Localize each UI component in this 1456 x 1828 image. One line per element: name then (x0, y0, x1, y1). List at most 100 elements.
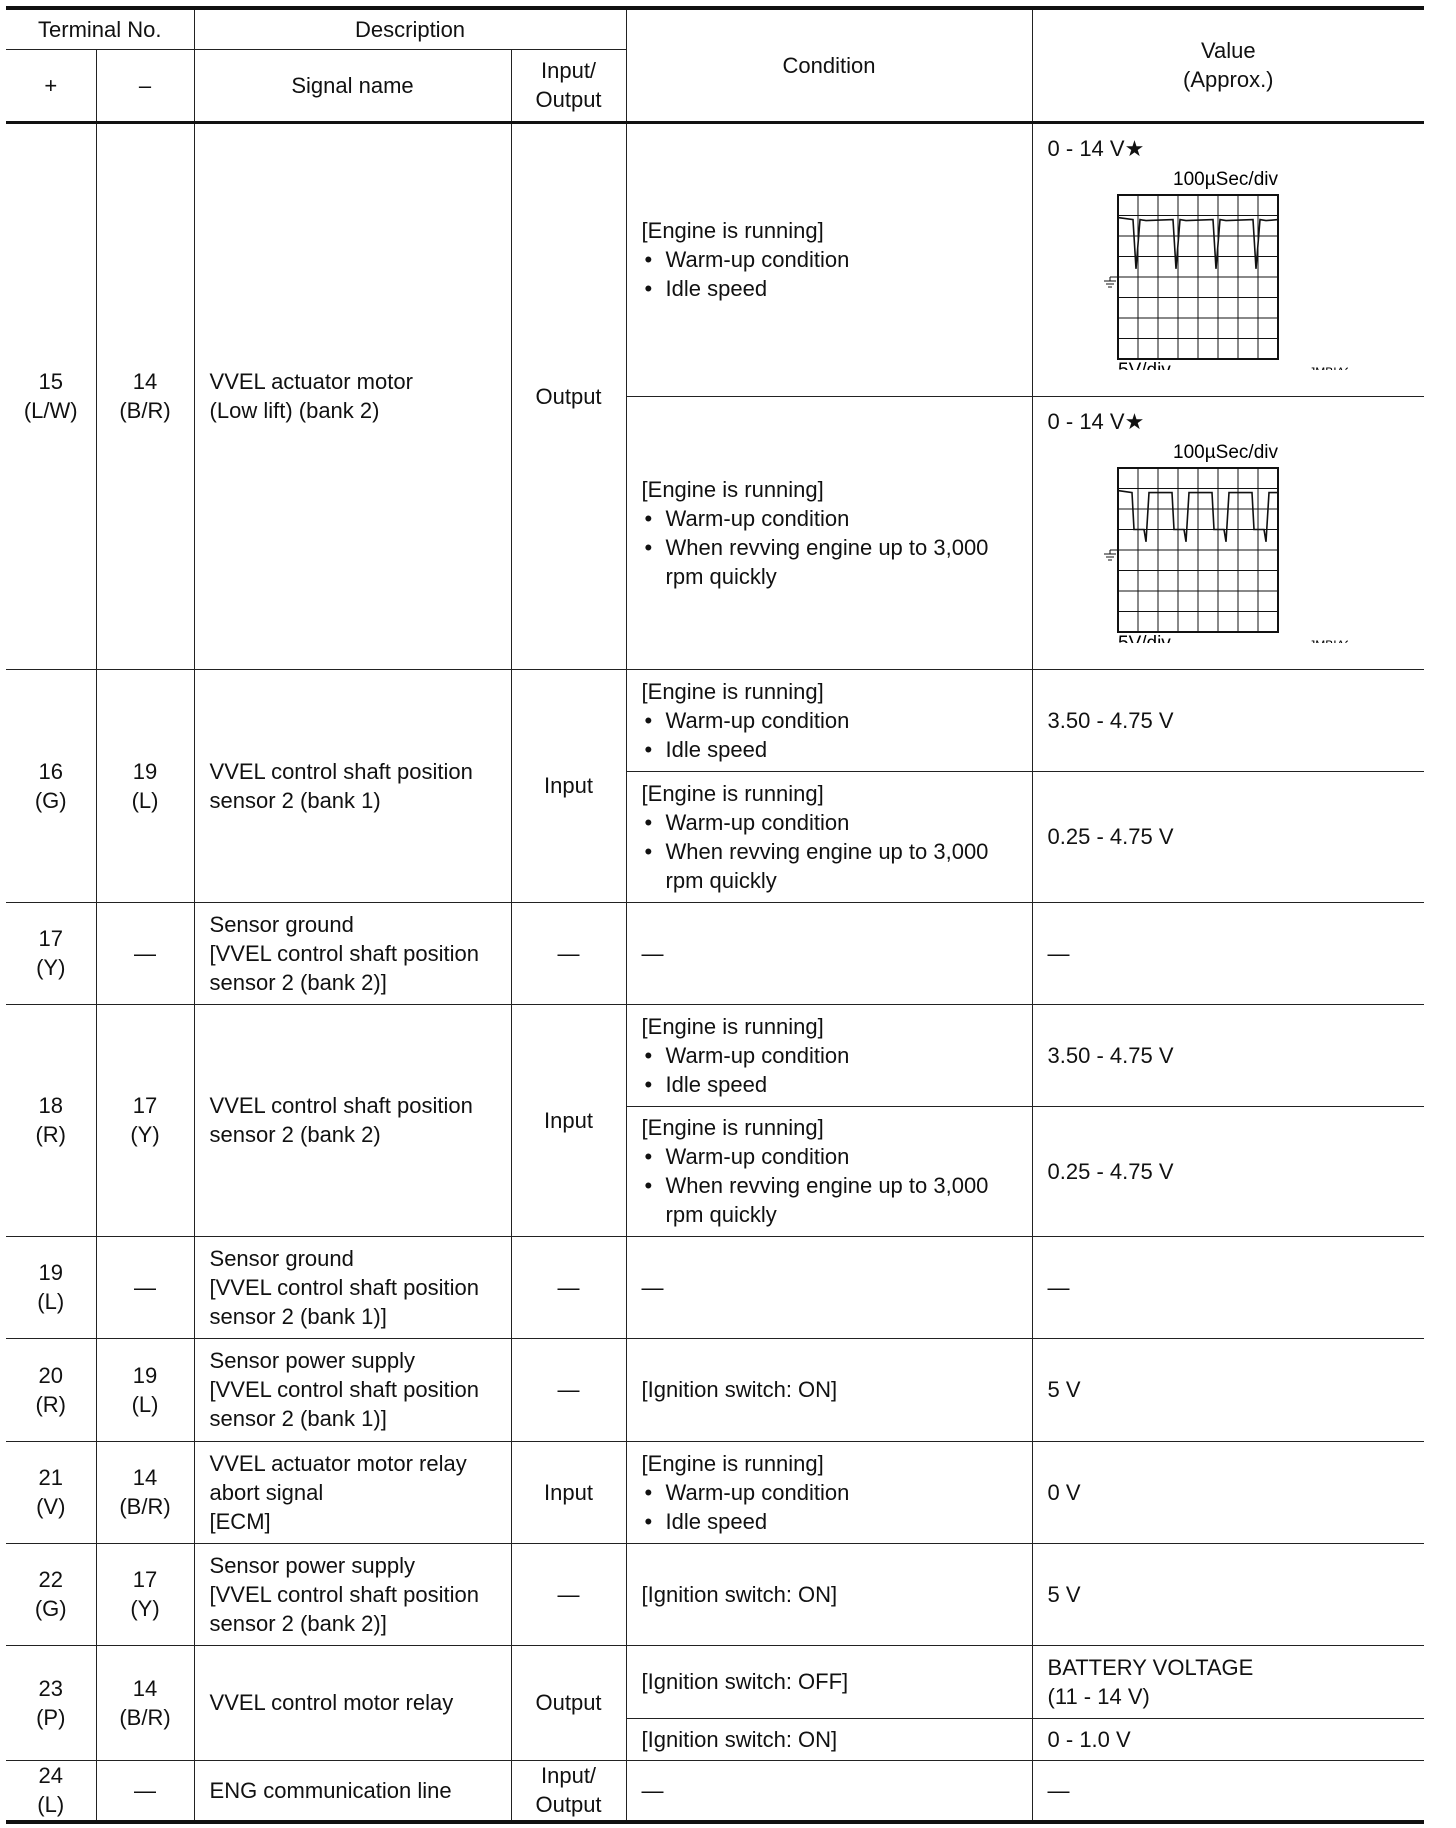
condition: [Engine is running]Warm-up conditionWhen… (626, 770, 1033, 903)
value: 0 - 1.0 V (1031, 1717, 1425, 1761)
signal-name: ENG communication line (193, 1759, 512, 1824)
table-row: 16 (G) 19 (L) VVEL control shaft position sen… (6, 668, 1425, 903)
condition-bullet: Idle speed (642, 1507, 1032, 1536)
signal-name-line: VVEL control motor relay (209, 1690, 454, 1715)
value: 0.25 - 4.75 V (1031, 770, 1425, 903)
terminal-plus-number: 18 (38, 1093, 63, 1118)
input-output-line: Output (535, 1792, 602, 1818)
condition-heading: [Engine is running] (641, 476, 824, 502)
table-body: 15 (L/W) 14 (B/R) VVEL actuator motor (Low li… (6, 121, 1425, 1824)
signal-name: Sensor ground [VVEL control shaft positio… (193, 1235, 512, 1339)
terminal-plus-number: 20 (38, 1362, 63, 1388)
signal-name: Sensor power supply [VVEL control shaft p… (193, 1542, 512, 1646)
condition-heading: [Ignition switch: OFF] (641, 1669, 849, 1694)
condition-bullet: Warm-up condition (642, 808, 1032, 837)
terminal-minus-number: 14 (132, 1465, 158, 1490)
signal-name-line: Sensor power supply (209, 1348, 415, 1373)
condition-heading: [Engine is running] (641, 678, 824, 704)
input-output-line: Input (544, 1107, 593, 1133)
terminal-minus-number: — (134, 1274, 156, 1300)
value: — (1031, 901, 1425, 1005)
terminal-plus-number: 22 (38, 1567, 63, 1592)
input-output: Input (510, 1440, 627, 1544)
input-output-line: — (557, 1377, 580, 1402)
figure-code: JMBIA0855ZZ (1309, 638, 1348, 643)
value-line: 3.50 - 4.75 V (1047, 1042, 1174, 1068)
input-output-line: — (557, 1581, 580, 1607)
terminal-minus-number: 19 (132, 1362, 158, 1388)
value-line: — (1047, 1777, 1070, 1803)
table-row: [Engine is running]Warm-up conditionWhen… (6, 395, 1425, 670)
value: 5 V (1031, 1337, 1425, 1442)
condition-bullet: Warm-up condition (642, 245, 1032, 274)
input-output-line: Input (544, 1479, 593, 1505)
table-row: [Engine is running]Warm-up conditionWhen… (6, 770, 1425, 903)
terminal-plus: 15 (L/W) (6, 121, 97, 670)
header-value-label: Value (1200, 38, 1256, 64)
condition-bullet: Idle speed (642, 735, 1032, 764)
value-line: 0 - 1.0 V (1047, 1726, 1131, 1752)
condition-bullet: Warm-up condition (642, 504, 1032, 533)
input-output-line: Input/ (541, 1763, 597, 1789)
terminal-plus-number: 15 (38, 369, 63, 394)
input-output: Output (510, 1644, 627, 1761)
condition-heading: [Engine is running] (641, 1013, 824, 1039)
value-line: — (1047, 1274, 1070, 1300)
table-row: 23 (P) 14 (B/R) VVEL control motor relay Outp… (6, 1644, 1425, 1761)
signal-name: VVEL control shaft position sensor 2 (ban… (193, 668, 512, 903)
terminal-plus: 20 (R) (6, 1337, 97, 1442)
table-row: [Engine is running]Warm-up conditionWhen… (6, 1105, 1425, 1237)
terminal-plus: 23 (P) (6, 1644, 97, 1761)
time-per-div-label: 100µSec/div (1173, 169, 1278, 190)
value: 3.50 - 4.75 V (1031, 1003, 1425, 1107)
signal-name-line: sensor 2 (bank 2)] (209, 1610, 387, 1636)
terminal-minus: 14 (B/R) (95, 1644, 195, 1761)
condition-bullet: When revving engine up to 3,000 rpm quic… (642, 837, 1032, 895)
condition-heading: — (641, 1777, 664, 1803)
signal-name: VVEL control motor relay (193, 1644, 512, 1761)
terminal-plus-wire-color: (Y) (36, 955, 66, 980)
value: 5 V (1031, 1542, 1425, 1646)
signal-name-line: VVEL control shaft position (209, 758, 473, 784)
table-row: 20 (R) 19 (L) Sensor power supply [VVEL contr… (6, 1337, 1425, 1442)
terminal-plus-wire-color: (L/W) (23, 398, 78, 423)
signal-name-line: [VVEL control shaft position (209, 1274, 479, 1300)
value-line: 0.25 - 4.75 V (1047, 824, 1174, 849)
terminal-plus-number: 24 (38, 1763, 63, 1789)
header-signal-name: Signal name (193, 48, 512, 124)
terminal-minus-wire-color: (L) (131, 787, 159, 813)
header-condition: Condition (625, 6, 1033, 124)
signal-name-line: [VVEL control shaft position (209, 940, 479, 966)
terminal-minus-wire-color: (Y) (130, 1596, 160, 1621)
oscilloscope-waveform: 100µSec/div 5V/div JMBIA0854ZZ (1103, 169, 1348, 370)
condition: [Engine is running]Warm-up conditionIdle… (625, 1003, 1033, 1107)
condition-heading: [Engine is running] (641, 780, 824, 806)
signal-name-line: Sensor ground (209, 911, 354, 937)
condition: — (625, 901, 1033, 1005)
condition-heading: [Ignition switch: ON] (641, 1726, 838, 1752)
header-description: Description (193, 6, 627, 50)
terminal-plus-wire-color: (R) (35, 1391, 67, 1417)
terminal-minus: 19 (L) (95, 668, 195, 903)
signal-name-line: [VVEL control shaft position (209, 1581, 479, 1607)
condition-heading: — (641, 940, 664, 966)
condition: [Engine is running]Warm-up conditionIdle… (625, 121, 1033, 397)
value-line: (11 - 14 V) (1047, 1683, 1150, 1709)
input-output: — (510, 1235, 627, 1339)
condition-heading: [Ignition switch: ON] (641, 1581, 838, 1607)
condition: [Ignition switch: ON] (625, 1542, 1033, 1646)
terminal-plus-number: 16 (38, 758, 63, 784)
table-row: 21 (V) 14 (B/R) VVEL actuator motor relay abo… (6, 1440, 1425, 1544)
value: — (1031, 1235, 1425, 1339)
condition: [Ignition switch: ON] (625, 1337, 1033, 1442)
terminal-plus-wire-color: (V) (36, 1494, 66, 1519)
value-line: — (1047, 940, 1070, 966)
condition-bullet: Warm-up condition (642, 1041, 1032, 1070)
signal-name-line: VVEL actuator motor (209, 369, 413, 394)
terminal-plus-wire-color: (G) (34, 787, 67, 813)
signal-name-line: sensor 2 (bank 1)] (209, 1406, 387, 1431)
terminal-minus-number: 14 (132, 369, 158, 394)
input-output: Output (510, 121, 627, 670)
header-value-approx: (Approx.) (1183, 67, 1274, 93)
terminal-plus-number: 21 (38, 1465, 63, 1490)
